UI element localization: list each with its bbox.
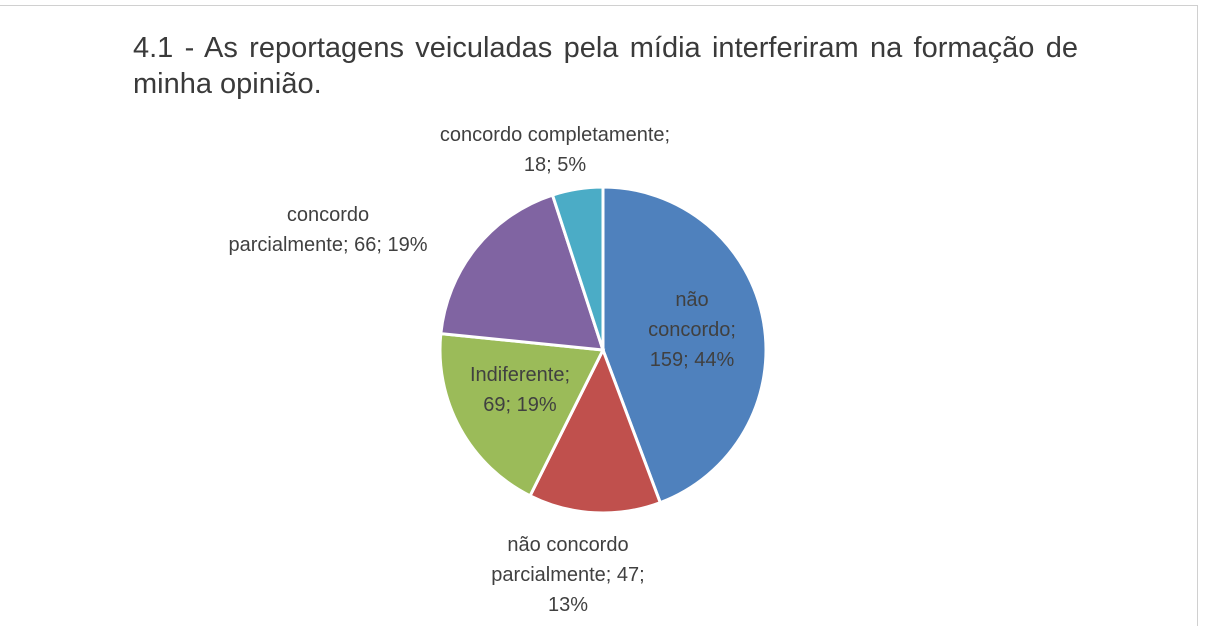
data-label: Indiferente; 69; 19% bbox=[469, 364, 571, 416]
chart-frame bbox=[0, 5, 1198, 626]
pie-slice bbox=[439, 193, 606, 352]
pie-slice bbox=[528, 346, 663, 515]
data-label: concordo parcialmente; 66; 19% bbox=[228, 204, 428, 256]
pie-slice bbox=[438, 331, 606, 498]
data-label: não concordo; 159; 44% bbox=[648, 289, 736, 371]
chart-title: 4.1 - As reportagens veiculadas pela míd… bbox=[133, 32, 1078, 100]
pie-slice bbox=[601, 185, 768, 505]
data-label: concordo completamente; 18; 5% bbox=[439, 124, 671, 176]
data-label: não concordo parcialmente; 47; 13% bbox=[491, 534, 645, 616]
pie-slice bbox=[550, 185, 605, 351]
